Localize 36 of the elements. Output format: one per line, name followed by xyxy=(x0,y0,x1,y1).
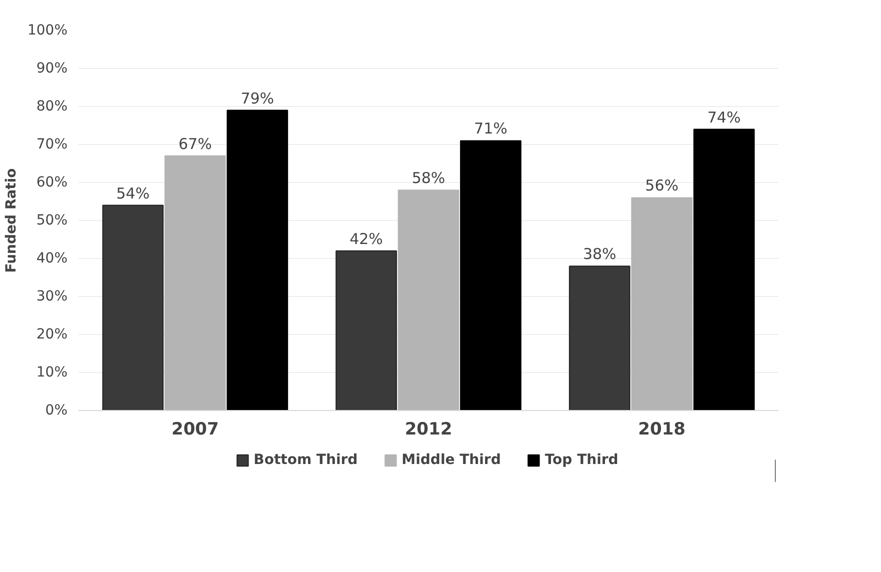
data-label: 74% xyxy=(707,108,741,126)
legend-label: Top Third xyxy=(544,452,618,468)
y-tick-label: 50% xyxy=(36,212,68,228)
legend-label: Middle Third xyxy=(402,452,501,468)
y-tick-label: 100% xyxy=(27,22,68,38)
data-label: 54% xyxy=(116,184,150,202)
y-tick-label: 90% xyxy=(36,60,68,76)
legend-label: Bottom Third xyxy=(254,452,358,468)
data-label: 38% xyxy=(582,245,616,264)
y-tick-label: 10% xyxy=(36,364,68,380)
bar xyxy=(631,197,693,410)
data-label: 67% xyxy=(178,134,212,153)
y-tick-label: 70% xyxy=(36,136,68,152)
bar xyxy=(102,204,164,410)
bar xyxy=(164,155,226,410)
bar xyxy=(460,140,522,410)
y-tick-label: 30% xyxy=(36,288,68,304)
x-tick-label: 2018 xyxy=(638,420,686,440)
y-tick-label: 80% xyxy=(36,98,68,114)
x-tick-label: 2007 xyxy=(172,420,219,440)
data-label: 58% xyxy=(412,169,446,188)
data-label: 56% xyxy=(645,176,679,195)
data-label: 71% xyxy=(474,120,508,138)
x-tick-label: 2012 xyxy=(404,420,452,440)
bar xyxy=(336,250,397,410)
bar xyxy=(568,266,630,410)
y-tick-label: 60% xyxy=(36,174,68,190)
bar xyxy=(693,128,755,410)
y-tick-label: 0% xyxy=(45,402,68,418)
data-label: 42% xyxy=(350,230,383,248)
bar xyxy=(398,190,460,410)
y-axis-title: Funded Ratio xyxy=(3,168,20,273)
y-tick-label: 40% xyxy=(36,250,68,266)
y-tick-label: 20% xyxy=(36,326,68,342)
bar xyxy=(226,110,288,410)
data-label: 79% xyxy=(240,89,274,108)
